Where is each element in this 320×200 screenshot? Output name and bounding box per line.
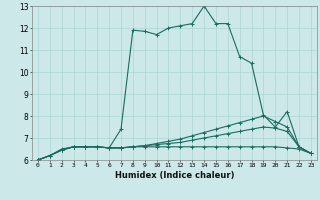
X-axis label: Humidex (Indice chaleur): Humidex (Indice chaleur) bbox=[115, 171, 234, 180]
